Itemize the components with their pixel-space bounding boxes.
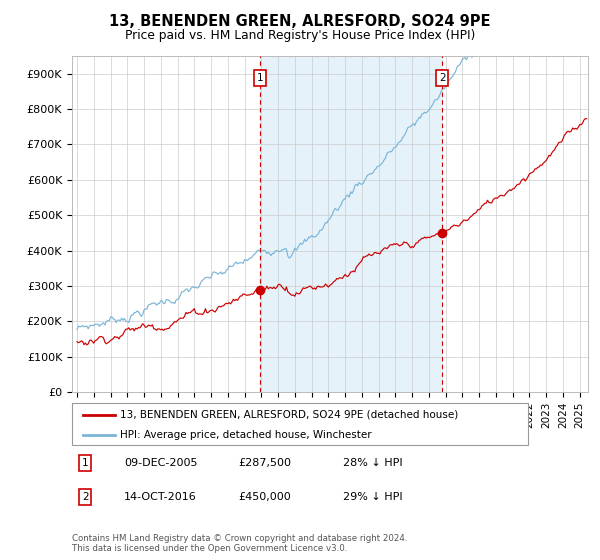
Text: £287,500: £287,500 [238, 458, 291, 468]
Text: £450,000: £450,000 [238, 492, 291, 502]
Text: HPI: Average price, detached house, Winchester: HPI: Average price, detached house, Winc… [120, 430, 371, 440]
Text: 29% ↓ HPI: 29% ↓ HPI [343, 492, 403, 502]
Text: 09-DEC-2005: 09-DEC-2005 [124, 458, 198, 468]
Text: 2: 2 [439, 73, 445, 83]
Text: 1: 1 [257, 73, 263, 83]
Text: 13, BENENDEN GREEN, ALRESFORD, SO24 9PE (detached house): 13, BENENDEN GREEN, ALRESFORD, SO24 9PE … [120, 409, 458, 419]
Text: 2: 2 [82, 492, 89, 502]
FancyBboxPatch shape [72, 403, 528, 445]
Text: 14-OCT-2016: 14-OCT-2016 [124, 492, 197, 502]
Text: 1: 1 [82, 458, 89, 468]
Text: 13, BENENDEN GREEN, ALRESFORD, SO24 9PE: 13, BENENDEN GREEN, ALRESFORD, SO24 9PE [109, 14, 491, 29]
Text: Contains HM Land Registry data © Crown copyright and database right 2024.
This d: Contains HM Land Registry data © Crown c… [72, 534, 407, 553]
Text: Price paid vs. HM Land Registry's House Price Index (HPI): Price paid vs. HM Land Registry's House … [125, 29, 475, 42]
Text: 28% ↓ HPI: 28% ↓ HPI [343, 458, 403, 468]
